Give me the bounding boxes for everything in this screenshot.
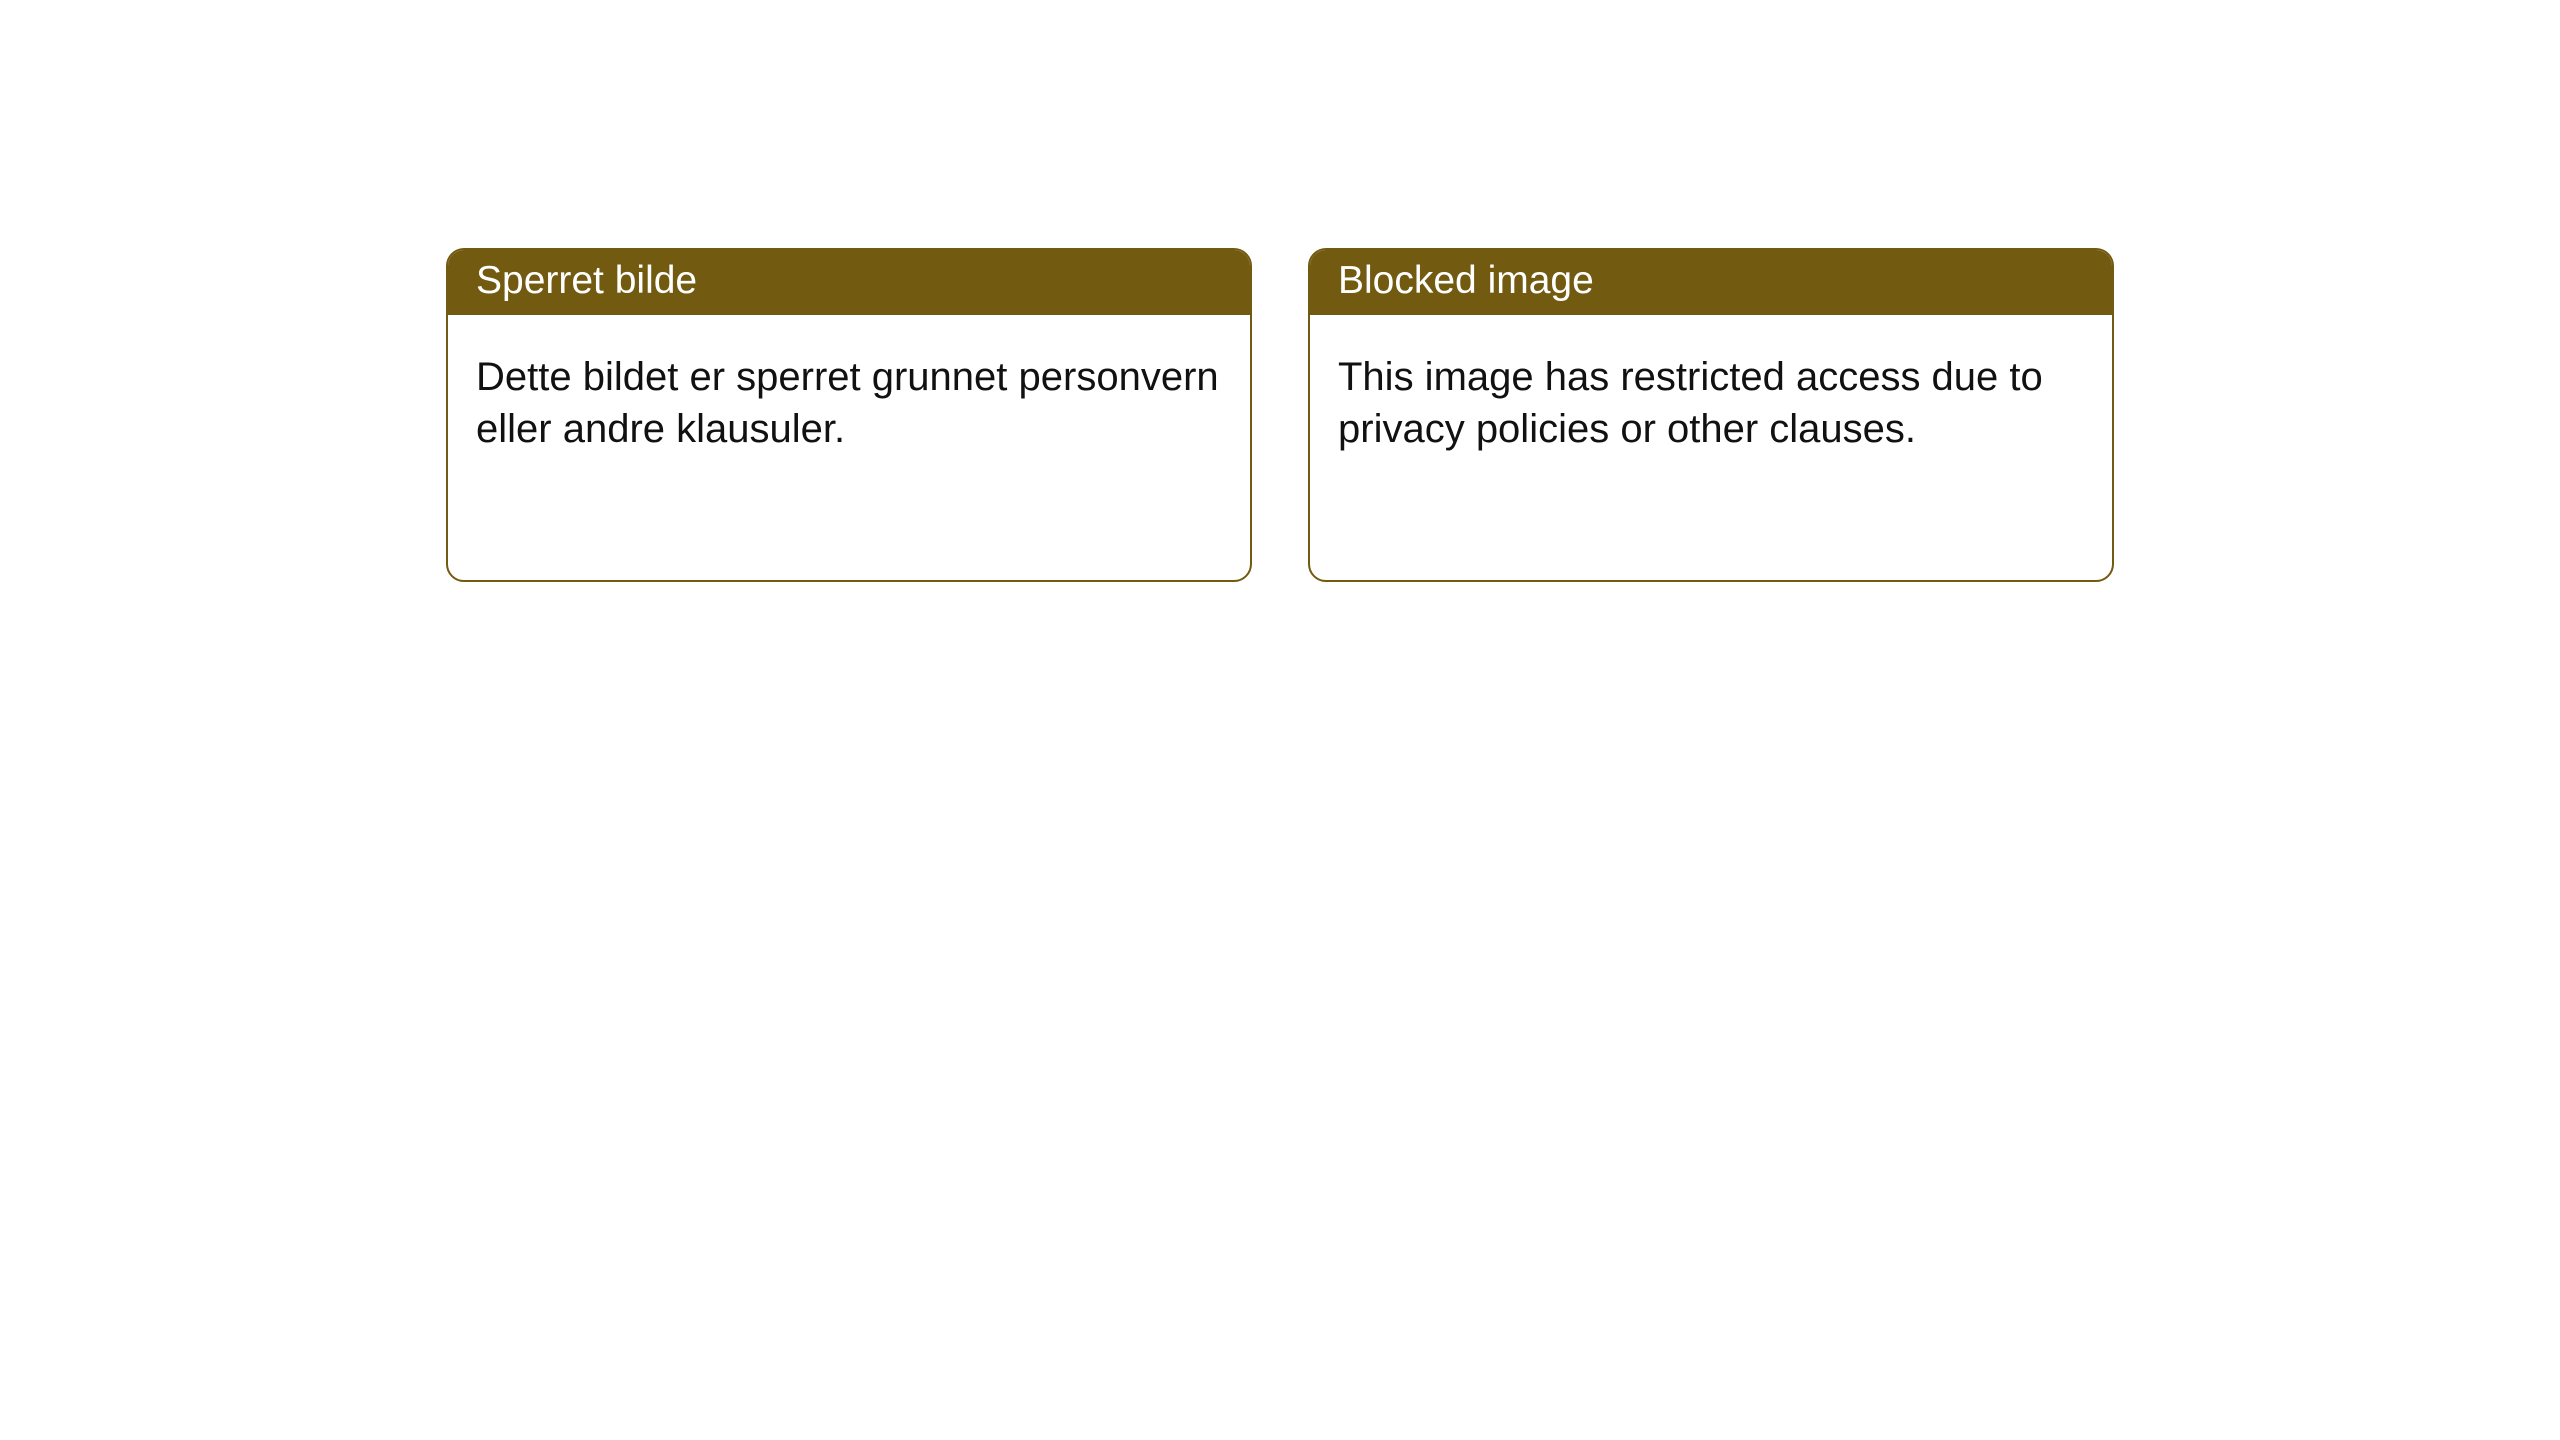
notice-container: Sperret bilde Dette bildet er sperret gr… [0, 0, 2560, 582]
notice-body: This image has restricted access due to … [1310, 315, 2112, 483]
notice-body: Dette bildet er sperret grunnet personve… [448, 315, 1250, 483]
notice-title: Blocked image [1310, 250, 2112, 315]
notice-title: Sperret bilde [448, 250, 1250, 315]
notice-card-english: Blocked image This image has restricted … [1308, 248, 2114, 582]
notice-card-norwegian: Sperret bilde Dette bildet er sperret gr… [446, 248, 1252, 582]
